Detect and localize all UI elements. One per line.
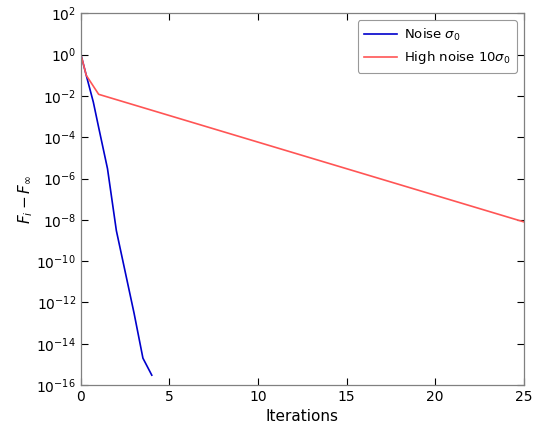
Noise $\sigma_0$ <box>140 356 146 361</box>
Noise $\sigma_0$ <box>131 310 137 316</box>
High noise $10\sigma_0$ <box>77 52 84 57</box>
Noise $\sigma_0$ <box>83 73 89 78</box>
High noise $10\sigma_0$ <box>280 147 287 152</box>
High noise $10\sigma_0$ <box>233 133 240 138</box>
Noise $\sigma_0$ <box>104 166 111 171</box>
High noise $10\sigma_0$ <box>115 98 122 103</box>
Y-axis label: $F_i - F_\infty$: $F_i - F_\infty$ <box>16 175 35 224</box>
Legend: Noise $\sigma_0$, High noise $10\sigma_0$: Noise $\sigma_0$, High noise $10\sigma_0… <box>358 20 517 73</box>
Line: Noise $\sigma_0$: Noise $\sigma_0$ <box>81 55 152 375</box>
Noise $\sigma_0$ <box>90 100 96 105</box>
High noise $10\sigma_0$ <box>504 214 510 219</box>
Noise $\sigma_0$ <box>95 125 102 130</box>
High noise $10\sigma_0$ <box>159 111 166 116</box>
High noise $10\sigma_0$ <box>266 143 272 148</box>
Noise $\sigma_0$ <box>77 52 84 57</box>
High noise $10\sigma_0$ <box>520 219 527 224</box>
Noise $\sigma_0$ <box>148 373 155 378</box>
Line: High noise $10\sigma_0$: High noise $10\sigma_0$ <box>81 55 523 222</box>
Noise $\sigma_0$ <box>122 269 129 274</box>
Noise $\sigma_0$ <box>113 228 119 233</box>
X-axis label: Iterations: Iterations <box>266 409 339 424</box>
